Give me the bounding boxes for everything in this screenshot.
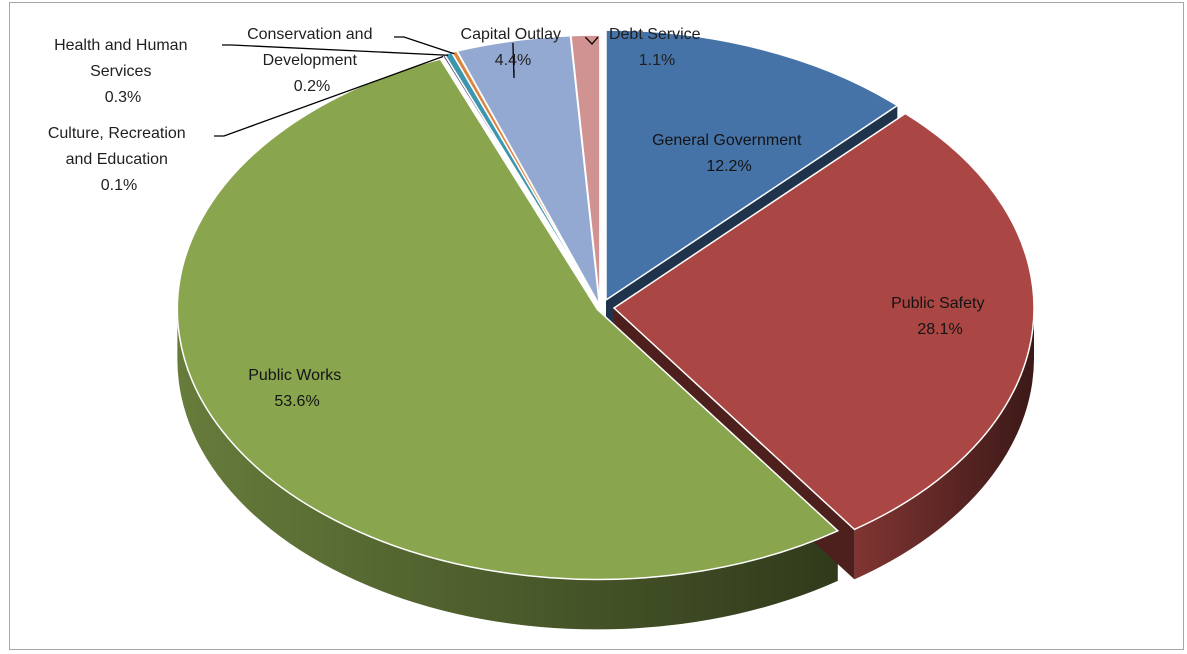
label-conservation-line2: Development xyxy=(263,52,358,69)
label-public-safety: Public Safety 28.1% xyxy=(891,295,989,338)
label-capital-outlay-value: 4.4% xyxy=(495,52,531,69)
pie-tops xyxy=(176,29,1035,581)
label-health-human-services: Health and Human Services 0.3% xyxy=(54,37,192,106)
label-general-government: General Government 12.2% xyxy=(652,132,806,175)
leader-health-and-human-services xyxy=(222,44,449,56)
label-culture-recreation-value: 0.1% xyxy=(101,177,137,194)
label-culture-recreation-line1: Culture, Recreation xyxy=(48,125,186,142)
slice-labels: General Government 12.2% Public Safety 2… xyxy=(48,26,989,410)
label-general-government-name: General Government xyxy=(652,132,802,149)
slice-public-safety xyxy=(612,112,1035,531)
label-public-works-value: 53.6% xyxy=(274,393,319,410)
slice-debt-service xyxy=(570,34,601,306)
label-conservation-development: Conservation and Development 0.2% xyxy=(247,26,377,95)
slice-side-public-works xyxy=(177,309,838,630)
leader-conservation-and-development xyxy=(394,36,455,55)
label-public-works-name: Public Works xyxy=(248,367,341,384)
leader-capital-outlay xyxy=(512,42,515,79)
label-public-works: Public Works 53.6% xyxy=(248,367,346,410)
label-debt-service-name: Debt Service xyxy=(609,26,701,43)
label-capital-outlay: Capital Outlay 4.4% xyxy=(461,26,566,69)
slice-side-public-safety xyxy=(854,308,1034,580)
label-conservation-value: 0.2% xyxy=(294,78,330,95)
label-culture-recreation: Culture, Recreation and Education 0.1% xyxy=(48,125,190,194)
label-capital-outlay-name: Capital Outlay xyxy=(461,26,562,43)
label-health-line1: Health and Human xyxy=(54,37,187,54)
label-general-government-value: 12.2% xyxy=(706,158,751,175)
label-public-safety-name: Public Safety xyxy=(891,295,984,312)
label-debt-service: Debt Service 1.1% xyxy=(609,26,705,69)
label-conservation-line1: Conservation and xyxy=(247,26,372,43)
slice-general-government xyxy=(605,29,899,302)
leader-culture-recreation-and-education xyxy=(214,55,444,137)
label-health-line2: Services xyxy=(90,63,151,80)
leader-lines xyxy=(214,36,599,137)
label-debt-service-value: 1.1% xyxy=(639,52,675,69)
label-culture-recreation-line2: and Education xyxy=(66,151,168,168)
slice-public-works xyxy=(176,58,840,581)
leader-debt-service xyxy=(584,36,599,45)
label-health-value: 0.3% xyxy=(105,89,141,106)
label-public-safety-value: 28.1% xyxy=(917,321,962,338)
